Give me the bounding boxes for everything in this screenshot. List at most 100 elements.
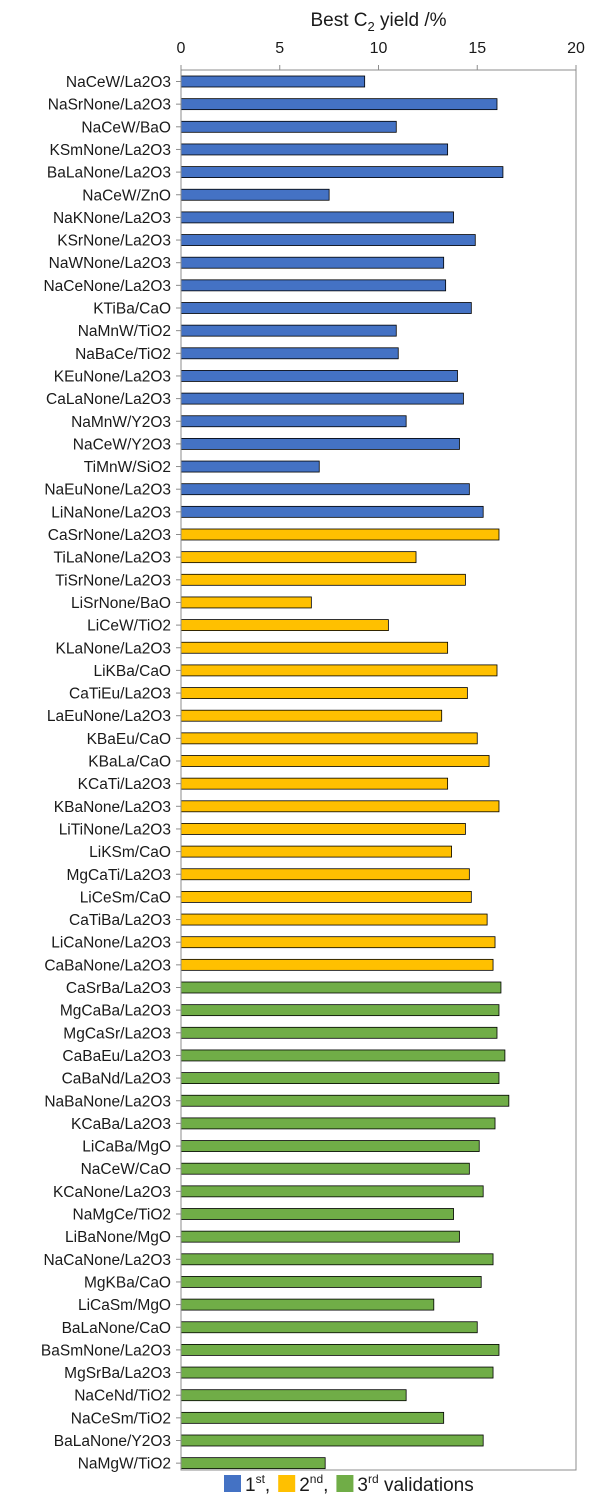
category-label: TiLaNone/La2O3 <box>54 550 171 567</box>
category-label: NaWNone/La2O3 <box>49 255 171 272</box>
bar <box>180 800 500 813</box>
category-label: NaCeW/CaO <box>81 1161 171 1178</box>
legend-label-sup: rd <box>368 1472 379 1486</box>
bar <box>180 1162 470 1175</box>
category-label: BaSmNone/La2O3 <box>41 1342 171 1359</box>
category-label: NaBaNone/La2O3 <box>44 1093 171 1110</box>
category-label: KLaNone/La2O3 <box>56 640 171 657</box>
category-label: KSrNone/La2O3 <box>57 233 171 250</box>
bar <box>180 709 443 722</box>
category-label: MgCaTi/La2O3 <box>66 867 171 884</box>
bar <box>180 868 470 881</box>
bar <box>180 98 498 111</box>
legend-swatch <box>336 1475 354 1492</box>
bar <box>180 256 445 269</box>
category-label: MgCaBa/La2O3 <box>60 1003 171 1020</box>
category-label: NaCeW/Y2O3 <box>73 436 171 453</box>
legend-label-after: , <box>323 1475 328 1496</box>
bar <box>180 981 502 994</box>
category-label: NaMgCe/TiO2 <box>73 1207 171 1224</box>
bar <box>180 1276 482 1288</box>
bar <box>180 483 470 496</box>
category-label: LiCaSm/MgO <box>78 1297 171 1314</box>
bar <box>180 664 498 677</box>
bar <box>180 166 504 179</box>
category-label: NaBaCe/TiO2 <box>75 346 171 363</box>
legend-swatch <box>224 1475 241 1492</box>
legend-swatch <box>278 1475 296 1492</box>
bar <box>180 415 407 428</box>
bar <box>180 777 449 790</box>
legend-label-main: 3 <box>357 1475 368 1496</box>
legend-label-after: validations <box>379 1475 474 1496</box>
x-tick-label: 20 <box>567 40 585 57</box>
bar <box>180 1253 494 1266</box>
title-suffix: yield /% <box>375 10 447 31</box>
bar <box>180 1094 510 1107</box>
bar <box>180 1185 484 1198</box>
category-label: NaCeNone/La2O3 <box>43 278 171 295</box>
bar <box>180 641 449 654</box>
bar <box>180 211 454 224</box>
category-label: NaCeW/ZnO <box>82 187 171 204</box>
category-label: NaCeSm/TiO2 <box>71 1410 171 1427</box>
chart-title-text: Best C2 yield /% <box>310 10 446 34</box>
category-label: BaLaNone/CaO <box>62 1320 171 1337</box>
bar <box>180 188 330 201</box>
chart-title: Best C2 yield /% <box>310 10 446 34</box>
category-label: MgSrBa/La2O3 <box>64 1365 171 1382</box>
bar <box>180 1298 435 1311</box>
category-label: CaTiEu/La2O3 <box>69 686 171 703</box>
bar <box>180 392 464 405</box>
bar <box>180 1389 407 1402</box>
bar <box>180 234 476 246</box>
category-label: KSmNone/La2O3 <box>50 142 172 159</box>
bar <box>180 687 468 699</box>
x-tick-label: 0 <box>177 40 186 57</box>
category-label: NaSrNone/La2O3 <box>48 97 171 114</box>
category-label: LiNaNone/La2O3 <box>51 504 171 521</box>
category-label: NaCaNone/La2O3 <box>43 1252 171 1269</box>
bar <box>180 1230 460 1243</box>
category-label: KBaEu/CaO <box>87 731 171 748</box>
category-label: LaEuNone/La2O3 <box>47 708 171 725</box>
category-label: CaLaNone/La2O3 <box>46 391 171 408</box>
category-label: NaCeW/La2O3 <box>66 74 171 91</box>
bar <box>180 324 397 337</box>
category-label: CaBaNone/La2O3 <box>44 957 171 974</box>
category-label: CaSrNone/La2O3 <box>48 527 171 544</box>
plot-frame <box>180 69 577 1471</box>
bar <box>180 823 466 835</box>
bar <box>180 302 472 314</box>
category-label: MgCaSr/La2O3 <box>63 1025 171 1042</box>
bar <box>180 1004 500 1017</box>
legend-label-main: 1 <box>245 1475 256 1496</box>
category-label: KCaTi/La2O3 <box>78 776 171 793</box>
category-label: NaCeNd/TiO2 <box>74 1388 171 1405</box>
bar <box>180 1208 454 1220</box>
bar <box>180 1072 500 1084</box>
x-tick-label: 15 <box>468 40 486 57</box>
category-label: LiTiNone/La2O3 <box>59 821 171 838</box>
bar <box>180 437 460 450</box>
category-label: TiMnW/SiO2 <box>84 459 171 476</box>
bar <box>180 75 366 88</box>
category-label: LiCeW/TiO2 <box>87 618 171 635</box>
legend: 1st, 2nd, 3rd validations <box>224 1472 474 1496</box>
category-labels: NaCeW/La2O3 NaSrNone/La2O3 NaCeW/BaO KSmNon… <box>41 74 171 1473</box>
category-label: KBaNone/La2O3 <box>54 799 171 816</box>
bar <box>180 891 472 903</box>
legend-label-main: 2 <box>299 1475 310 1496</box>
bars <box>176 75 510 1470</box>
category-label: LiKBa/CaO <box>93 663 171 680</box>
category-label: MgKBa/CaO <box>84 1274 171 1291</box>
category-label: TiSrNone/La2O3 <box>55 572 171 589</box>
legend-label-sup: st <box>256 1472 266 1486</box>
bar <box>180 755 490 767</box>
category-label: NaMnW/TiO2 <box>78 323 171 340</box>
legend-label: 2nd, <box>299 1472 328 1496</box>
bar <box>180 1321 478 1334</box>
category-label: CaSrBa/La2O3 <box>66 980 171 997</box>
